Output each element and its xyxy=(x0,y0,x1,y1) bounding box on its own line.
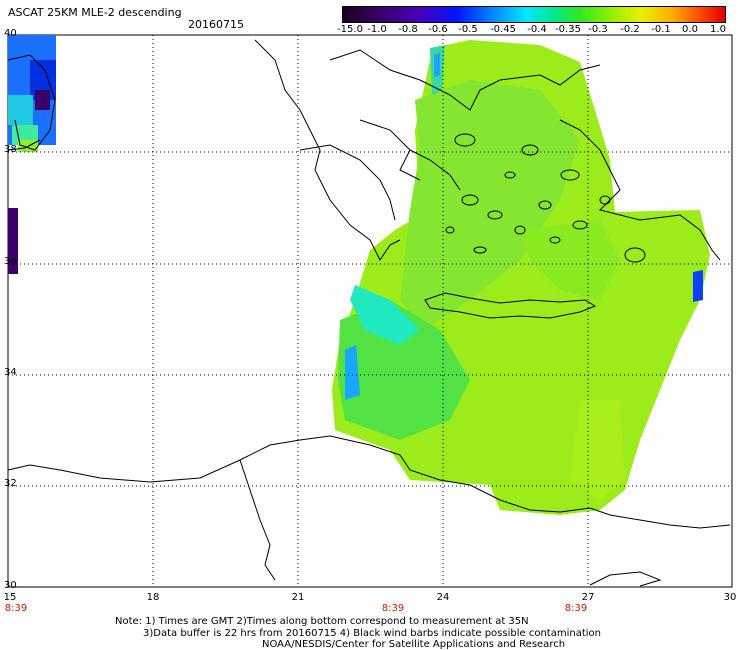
scale-label: -0.1 xyxy=(651,24,671,35)
scale-label: -0.4 xyxy=(527,24,547,35)
note-line-3: NOAA/NESDIS/Center for Satellite Applica… xyxy=(262,639,566,650)
scale-label: -0.3 xyxy=(588,24,608,35)
scale-label: -0.8 xyxy=(398,24,418,35)
scale-label: 1.0 xyxy=(710,24,726,35)
scale-label: -0.5 xyxy=(458,24,478,35)
lon-label: 27 xyxy=(581,592,595,603)
lat-label: 34 xyxy=(4,367,17,378)
lat-lon-grid xyxy=(8,35,732,587)
scale-label: -0.45 xyxy=(490,24,516,35)
scale-label: -0.35 xyxy=(555,24,581,35)
lon-label: 30 xyxy=(723,592,737,603)
lon-label: 18 xyxy=(146,592,160,603)
map-title: ASCAT 25KM MLE-2 descending xyxy=(8,6,182,19)
lat-label: 36 xyxy=(4,256,17,267)
scale-label: -1.0 xyxy=(367,24,387,35)
scale-label: -0.2 xyxy=(620,24,640,35)
map-date: 20160715 xyxy=(188,18,244,31)
map-frame xyxy=(7,34,733,588)
note-line-2: 3)Data buffer is 22 hrs from 20160715 4)… xyxy=(143,628,601,639)
color-scale-bar xyxy=(342,6,726,23)
lon-label: 21 xyxy=(291,592,305,603)
lat-label: 38 xyxy=(4,144,17,155)
wind-swath xyxy=(332,40,710,515)
lon-label: 15 xyxy=(3,592,17,603)
lon-label: 24 xyxy=(436,592,450,603)
time-label: 8:39 xyxy=(564,603,588,614)
scale-label: -0.6 xyxy=(428,24,448,35)
lat-label: 32 xyxy=(4,478,17,489)
coastlines xyxy=(7,39,731,587)
lat-label: 30 xyxy=(4,580,17,591)
time-label: 8:39 xyxy=(381,603,405,614)
scale-label: 0.0 xyxy=(682,24,698,35)
time-label: 8:39 xyxy=(4,603,28,614)
scale-label: -15.0 xyxy=(337,24,363,35)
lat-label: 40 xyxy=(4,28,17,39)
note-line-1: Note: 1) Times are GMT 2)Times along bot… xyxy=(115,616,529,627)
